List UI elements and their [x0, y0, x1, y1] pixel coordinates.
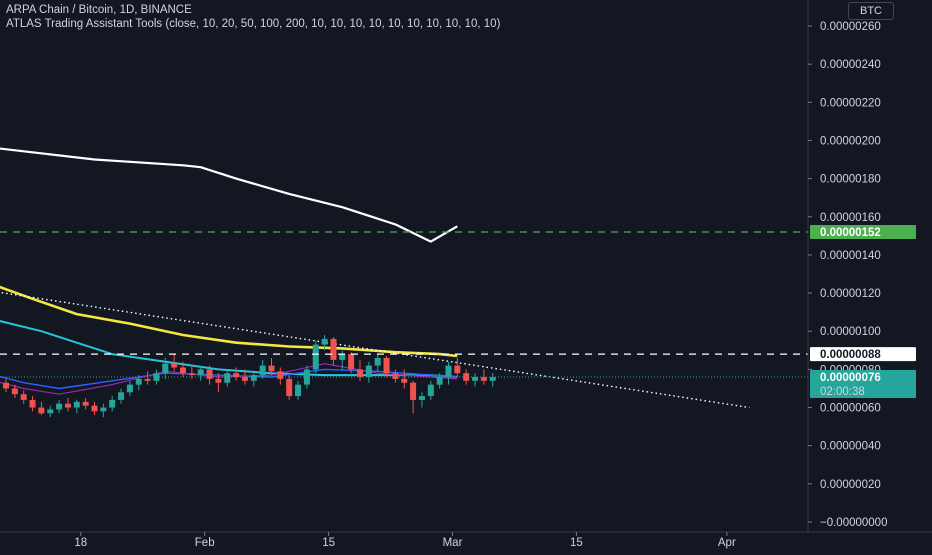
candle-body	[357, 369, 363, 378]
countdown-label: 02:00:38	[820, 386, 865, 398]
y-tick-label: 0.00000100	[820, 326, 881, 338]
y-tick-label: 0.00000180	[820, 174, 881, 186]
y-tick-label: 0.00000260	[820, 21, 881, 33]
candle-body	[224, 373, 231, 383]
candle-body	[392, 373, 399, 379]
trendline-layer	[0, 289, 750, 409]
y-tick-label: 0.00000160	[820, 212, 881, 224]
indicator-title: ATLAS Trading Assistant Tools (close, 10…	[6, 18, 501, 30]
y-tick-label: 0.00000140	[820, 250, 881, 262]
ma100-line	[0, 285, 458, 358]
candle-body	[489, 377, 496, 381]
candle-body	[64, 403, 71, 408]
candle-body	[241, 377, 248, 381]
candle-body	[312, 344, 319, 370]
candle-body	[38, 407, 45, 414]
level-price-label: 0.00000152	[820, 227, 881, 239]
candle-body	[118, 392, 125, 400]
candle-body	[144, 378, 151, 381]
candle-body	[295, 384, 302, 397]
level-price-label: 0.00000088	[820, 349, 881, 361]
candle-body	[180, 367, 186, 374]
candle-body	[20, 394, 27, 400]
candle-body	[215, 378, 222, 383]
candle-body	[100, 407, 107, 412]
candles	[3, 335, 496, 418]
candle-body	[29, 399, 36, 408]
candle-body	[126, 384, 133, 393]
candle-body	[206, 369, 213, 379]
candle-body	[82, 401, 89, 406]
candle-body	[374, 357, 381, 366]
ma200-line	[0, 147, 458, 243]
y-tick-label: 0.00000240	[820, 59, 881, 71]
candle-body	[197, 369, 204, 376]
level-price-tag	[810, 225, 916, 240]
x-tick-label: 18	[74, 537, 87, 549]
candle-body	[365, 365, 372, 378]
x-tick-label: Mar	[443, 537, 463, 549]
y-tick-label: 0.00000220	[820, 97, 881, 109]
x-tick-label: Apr	[718, 537, 736, 549]
currency-button[interactable]: BTC	[848, 2, 894, 20]
level-price-tag	[810, 347, 916, 362]
y-tick-label: 0.00000200	[820, 135, 881, 147]
y-tick-label: 0.00000120	[820, 288, 881, 300]
candle-body	[91, 405, 98, 412]
candle-body	[135, 378, 142, 385]
candle-body	[277, 371, 284, 379]
last-price-tag	[810, 370, 916, 399]
x-tick-label: Feb	[195, 537, 215, 549]
candle-body	[418, 396, 425, 400]
chart-legend: ARPA Chain / Bitcoin, 1D, BINANCE ATLAS …	[6, 3, 500, 31]
candle-body	[480, 377, 487, 381]
candle-body	[472, 377, 479, 381]
symbol-title: ARPA Chain / Bitcoin, 1D, BINANCE	[6, 4, 192, 16]
y-tick-label: −0.00000000	[820, 517, 887, 529]
candle-body	[233, 373, 240, 378]
candle-body	[162, 363, 169, 374]
candle-body	[330, 338, 337, 360]
candle-body	[109, 399, 116, 408]
currency-label: BTC	[860, 5, 882, 17]
y-tick-label: 0.00000040	[820, 441, 881, 453]
candle-body	[401, 378, 408, 383]
candle-body	[348, 354, 355, 370]
candle-body	[188, 373, 195, 376]
candle-body	[436, 377, 443, 385]
candle-body	[463, 373, 470, 381]
candle-body	[410, 382, 417, 400]
candle-body	[286, 378, 293, 397]
candle-body	[11, 388, 18, 395]
candle-body	[321, 338, 328, 345]
candle-body	[268, 365, 275, 372]
last-price-label: 0.00000076	[820, 372, 881, 384]
candle-body	[73, 401, 80, 408]
candle-body	[383, 357, 390, 374]
candle-body	[56, 403, 63, 410]
candle-body	[47, 409, 54, 414]
candle-body	[427, 384, 434, 397]
candle-body	[171, 363, 178, 368]
candle-body	[3, 382, 9, 389]
candle-body	[250, 375, 257, 381]
x-tick-label: 15	[570, 537, 583, 549]
moving-averages	[0, 147, 458, 395]
candle-body	[259, 365, 266, 376]
y-tick-label: 0.00000020	[820, 479, 881, 491]
candle-body	[339, 354, 346, 360]
candle-body	[445, 365, 452, 378]
trendline[interactable]	[0, 289, 750, 409]
horizontal-lines	[0, 231, 808, 378]
y-tick-label: 0.00000060	[820, 403, 881, 415]
x-tick-label: 15	[322, 537, 335, 549]
candle-body	[454, 365, 461, 374]
